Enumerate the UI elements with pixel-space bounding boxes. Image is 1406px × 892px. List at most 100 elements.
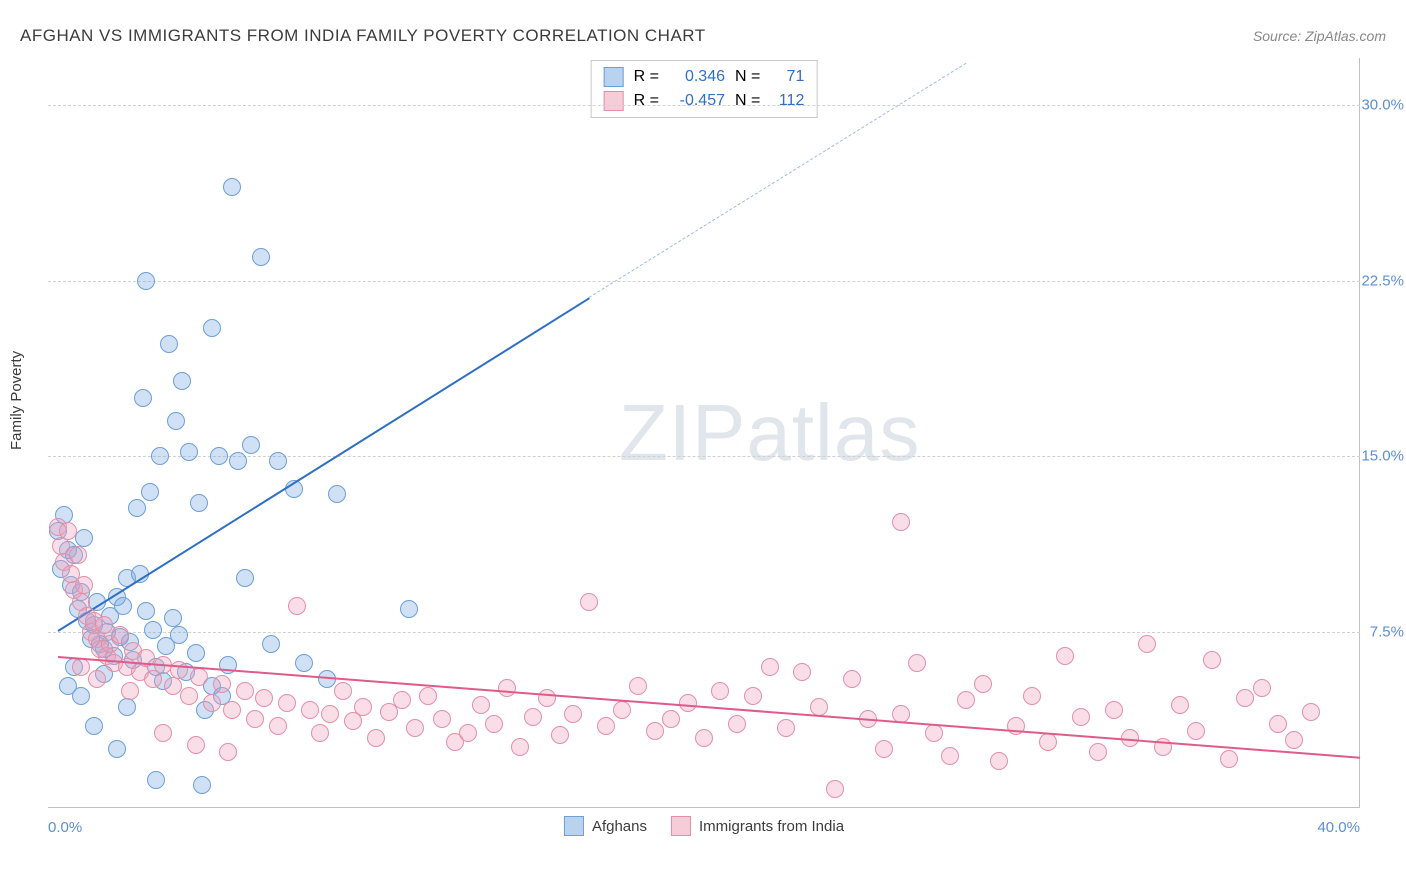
- data-point: [134, 389, 152, 407]
- data-point: [1253, 679, 1271, 697]
- data-point: [173, 372, 191, 390]
- data-point: [761, 658, 779, 676]
- data-point: [154, 724, 172, 742]
- data-point: [564, 705, 582, 723]
- data-point: [137, 602, 155, 620]
- data-point: [1138, 635, 1156, 653]
- data-point: [236, 569, 254, 587]
- y-axis-label: Family Poverty: [8, 351, 25, 450]
- data-point: [95, 616, 113, 634]
- data-point: [190, 668, 208, 686]
- data-point: [419, 687, 437, 705]
- data-point: [957, 691, 975, 709]
- chart-title: AFGHAN VS IMMIGRANTS FROM INDIA FAMILY P…: [20, 26, 706, 46]
- data-point: [193, 776, 211, 794]
- data-point: [1220, 750, 1238, 768]
- y-tick-label: 7.5%: [1370, 624, 1404, 641]
- data-point: [85, 717, 103, 735]
- data-point: [180, 443, 198, 461]
- value-r-india: -0.457: [669, 89, 725, 113]
- trend-line: [57, 297, 589, 631]
- data-point: [236, 682, 254, 700]
- data-point: [711, 682, 729, 700]
- data-point: [580, 593, 598, 611]
- data-point: [551, 726, 569, 744]
- swatch-afghans-icon: [564, 816, 584, 836]
- data-point: [151, 447, 169, 465]
- data-point: [1285, 731, 1303, 749]
- x-tick-min: 0.0%: [48, 819, 82, 836]
- data-point: [662, 710, 680, 728]
- data-point: [187, 736, 205, 754]
- data-point: [288, 597, 306, 615]
- data-point: [1105, 701, 1123, 719]
- data-point: [242, 436, 260, 454]
- data-point: [793, 663, 811, 681]
- data-point: [170, 626, 188, 644]
- data-point: [843, 670, 861, 688]
- gridline: [48, 281, 1360, 282]
- data-point: [269, 717, 287, 735]
- data-point: [679, 694, 697, 712]
- data-point: [328, 485, 346, 503]
- correlation-legend: R = 0.346 N = 71 R = -0.457 N = 112: [591, 60, 818, 118]
- data-point: [219, 743, 237, 761]
- data-point: [354, 698, 372, 716]
- data-point: [255, 689, 273, 707]
- data-point: [147, 771, 165, 789]
- data-point: [321, 705, 339, 723]
- data-point: [203, 319, 221, 337]
- watermark: ZIPatlas: [619, 387, 920, 479]
- data-point: [203, 694, 221, 712]
- swatch-india: [604, 91, 624, 111]
- data-point: [144, 621, 162, 639]
- data-point: [59, 677, 77, 695]
- y-tick-label: 30.0%: [1361, 96, 1404, 113]
- data-point: [646, 722, 664, 740]
- legend-item-india: Immigrants from India: [671, 816, 844, 836]
- data-point: [164, 609, 182, 627]
- data-point: [974, 675, 992, 693]
- data-point: [777, 719, 795, 737]
- data-point: [1236, 689, 1254, 707]
- data-point: [826, 780, 844, 798]
- data-point: [170, 661, 188, 679]
- data-point: [908, 654, 926, 672]
- legend-label-afghans: Afghans: [592, 818, 647, 835]
- data-point: [1089, 743, 1107, 761]
- data-point: [728, 715, 746, 733]
- label-n: N =: [735, 89, 760, 113]
- data-point: [524, 708, 542, 726]
- data-point: [1187, 722, 1205, 740]
- data-point: [744, 687, 762, 705]
- data-point: [160, 335, 178, 353]
- gridline: [48, 105, 1360, 106]
- data-point: [278, 694, 296, 712]
- data-point: [223, 701, 241, 719]
- data-point: [295, 654, 313, 672]
- x-axis-line: [48, 807, 1360, 808]
- legend-item-afghans: Afghans: [564, 816, 647, 836]
- data-point: [180, 687, 198, 705]
- data-point: [695, 729, 713, 747]
- data-point: [485, 715, 503, 733]
- data-point: [164, 677, 182, 695]
- data-point: [1023, 687, 1041, 705]
- data-point: [1203, 651, 1221, 669]
- data-point: [72, 658, 90, 676]
- data-point: [108, 740, 126, 758]
- data-point: [301, 701, 319, 719]
- data-point: [187, 644, 205, 662]
- series-legend: Afghans Immigrants from India: [564, 816, 844, 836]
- data-point: [246, 710, 264, 728]
- value-n-india: 112: [770, 89, 804, 113]
- data-point: [990, 752, 1008, 770]
- label-r: R =: [634, 89, 659, 113]
- legend-label-india: Immigrants from India: [699, 818, 844, 835]
- data-point: [252, 248, 270, 266]
- data-point: [75, 576, 93, 594]
- data-point: [1269, 715, 1287, 733]
- data-point: [121, 682, 139, 700]
- data-point: [1171, 696, 1189, 714]
- data-point: [459, 724, 477, 742]
